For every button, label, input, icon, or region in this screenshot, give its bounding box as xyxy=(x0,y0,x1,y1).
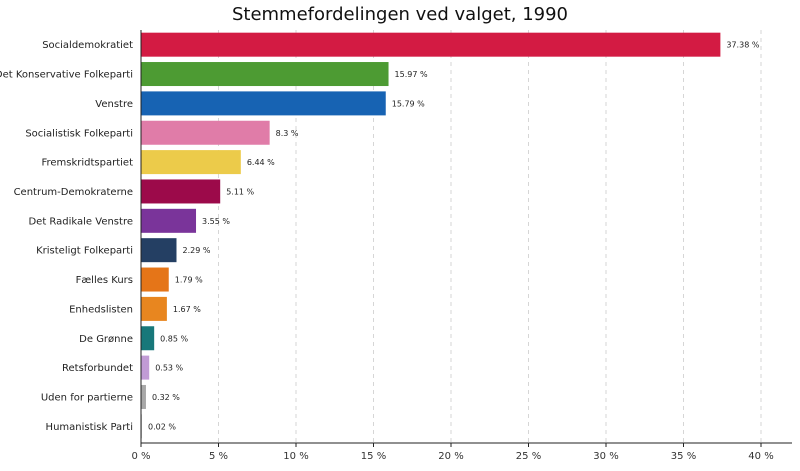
category-label: Socialdemokratiet xyxy=(42,40,133,51)
value-label: 0.32 % xyxy=(152,393,180,402)
category-label: Fremskridtspartiet xyxy=(41,158,133,169)
bar-9 xyxy=(141,296,167,321)
category-labels: Socialdemokratiet Det Konservative Folkep… xyxy=(0,40,133,433)
value-label: 6.44 % xyxy=(247,158,275,167)
category-label: Fælles Kurs xyxy=(76,275,133,286)
value-label: 0.02 % xyxy=(148,422,176,431)
bars xyxy=(141,32,721,439)
category-label: De Grønne xyxy=(79,334,133,345)
value-label: 1.79 % xyxy=(175,276,203,285)
category-label: Humanistisk Parti xyxy=(46,422,133,433)
bar-6 xyxy=(141,208,197,233)
value-labels: 37.38 % 15.97 % 15.79 % 8.3 % 6.44 % 5.11 % 3.… xyxy=(148,41,760,432)
bar-8 xyxy=(141,267,169,292)
bar-1 xyxy=(141,62,389,87)
value-label: 15.79 % xyxy=(392,99,425,108)
x-tick-label: 10 % xyxy=(283,451,308,462)
value-label: 8.3 % xyxy=(276,129,299,138)
value-label: 1.67 % xyxy=(173,305,201,314)
x-tick-label: 40 % xyxy=(748,451,773,462)
category-label: Det Radikale Venstre xyxy=(28,216,133,227)
gridlines xyxy=(218,30,762,443)
x-tick-label: 5 % xyxy=(209,451,228,462)
chart-title: Stemmefordelingen ved valget, 1990 xyxy=(232,4,568,25)
x-tick-label: 30 % xyxy=(593,451,618,462)
category-label: Uden for partierne xyxy=(41,392,133,403)
bar-12 xyxy=(141,384,146,409)
value-label: 2.29 % xyxy=(182,246,210,255)
bar-5 xyxy=(141,179,221,204)
value-label: 3.55 % xyxy=(202,217,230,226)
bar-11 xyxy=(141,355,150,380)
bar-10 xyxy=(141,326,155,351)
category-label: Socialistisk Folkeparti xyxy=(25,128,133,139)
x-tick-label: 20 % xyxy=(438,451,463,462)
category-label: Centrum-Demokraterne xyxy=(14,187,133,198)
bar-4 xyxy=(141,150,241,175)
x-tick-label: 0 % xyxy=(131,451,150,462)
bar-2 xyxy=(141,91,386,116)
value-label: 15.97 % xyxy=(395,70,428,79)
category-label: Det Konservative Folkeparti xyxy=(0,70,133,81)
x-tick-label: 35 % xyxy=(671,451,696,462)
value-label: 37.38 % xyxy=(726,41,759,50)
value-label: 0.53 % xyxy=(155,364,183,373)
category-label: Enhedslisten xyxy=(69,304,133,315)
category-label: Retsforbundet xyxy=(62,363,133,374)
x-tick-label: 15 % xyxy=(361,451,386,462)
bar-7 xyxy=(141,238,177,263)
category-label: Kristeligt Folkeparti xyxy=(36,246,133,257)
value-label: 0.85 % xyxy=(160,334,188,343)
x-tick-label: 25 % xyxy=(516,451,541,462)
value-label: 5.11 % xyxy=(226,187,254,196)
category-label: Venstre xyxy=(95,99,133,110)
bar-3 xyxy=(141,120,270,145)
axes: 0 % 5 % 10 % 15 % 20 % 25 % 30 % 35 % 40 % xyxy=(131,30,792,462)
bar-0 xyxy=(141,32,721,57)
